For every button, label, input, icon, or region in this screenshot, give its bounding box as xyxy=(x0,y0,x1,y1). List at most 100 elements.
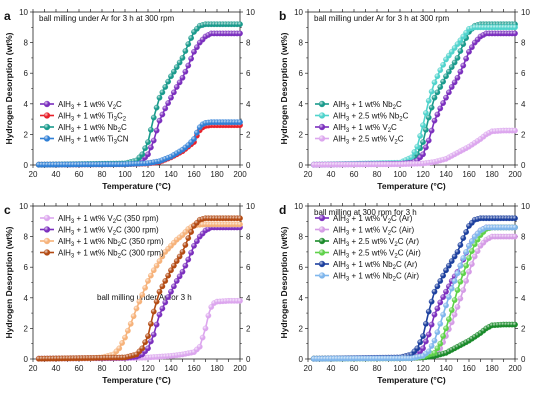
data-point xyxy=(512,127,518,134)
x-tick-label: 60 xyxy=(75,364,84,373)
y-tick-label: 2 xyxy=(299,324,304,333)
data-point xyxy=(142,145,148,152)
data-point xyxy=(159,253,166,260)
data-point xyxy=(179,268,186,275)
data-point xyxy=(434,329,441,336)
panel-annotation: ball milling under Ar for 3 h at 300 rpm xyxy=(314,14,450,23)
data-point xyxy=(194,44,200,51)
data-point xyxy=(168,94,174,101)
data-point xyxy=(440,311,446,318)
data-point xyxy=(434,283,441,290)
x-tick-label: 180 xyxy=(210,170,224,179)
data-point xyxy=(443,325,449,332)
data-point xyxy=(428,321,435,328)
data-point xyxy=(451,45,458,51)
panel-label: c xyxy=(4,203,11,217)
data-point xyxy=(182,242,189,248)
series-line xyxy=(313,23,515,166)
legend-marker xyxy=(43,112,51,119)
legend-entry: AlH3 + 1 wt% Nb2C (300 rpm) xyxy=(58,249,164,260)
x-tick-label: 100 xyxy=(393,364,407,373)
data-point xyxy=(434,111,441,118)
data-point xyxy=(176,59,183,66)
y-tick-label-right: 4 xyxy=(521,294,526,303)
data-point xyxy=(440,78,446,85)
x-tick-label: 60 xyxy=(75,170,84,179)
y-tick-label: 2 xyxy=(24,130,29,139)
data-point xyxy=(437,320,444,327)
data-point xyxy=(437,278,444,284)
data-point xyxy=(237,298,243,304)
data-point xyxy=(199,334,206,341)
data-point xyxy=(185,41,192,47)
data-point xyxy=(451,297,458,303)
data-point xyxy=(454,74,461,81)
legend-marker xyxy=(43,100,51,108)
data-point xyxy=(165,100,171,106)
x-tick-label: 80 xyxy=(373,364,382,373)
data-point xyxy=(448,285,455,292)
data-point xyxy=(188,229,194,235)
y-axis-label: Hydrogen Desorption (wt%) xyxy=(4,32,14,144)
data-point xyxy=(423,320,429,327)
series-line xyxy=(313,226,515,360)
data-point xyxy=(448,258,455,264)
y-tick-label-right: 2 xyxy=(246,130,251,139)
data-point xyxy=(176,273,183,280)
data-point xyxy=(469,44,475,51)
data-point xyxy=(142,339,148,346)
data-point xyxy=(434,345,441,352)
y-tick-label-right: 4 xyxy=(521,100,526,109)
data-point xyxy=(440,333,446,339)
data-point xyxy=(185,62,192,69)
data-point xyxy=(414,345,421,352)
legend-marker xyxy=(318,260,326,268)
x-axis-label: Temperature (°C) xyxy=(102,181,171,191)
series-line xyxy=(313,226,515,360)
legend-entry: AlH3 + 1 wt% V2C xyxy=(333,123,397,134)
data-point xyxy=(153,127,160,134)
data-point xyxy=(466,242,472,249)
y-tick-label-right: 10 xyxy=(246,8,255,17)
data-point xyxy=(425,348,432,355)
data-point xyxy=(176,253,183,260)
x-axis-label: Temperature (°C) xyxy=(102,375,171,385)
data-point xyxy=(182,68,189,75)
y-tick-label: 0 xyxy=(24,355,29,364)
x-tick-label: 60 xyxy=(350,170,359,179)
data-point xyxy=(173,258,180,264)
data-point xyxy=(420,333,426,339)
data-point xyxy=(469,261,475,267)
data-point xyxy=(179,249,186,255)
y-tick-label-right: 0 xyxy=(246,355,251,364)
y-tick-label-right: 2 xyxy=(521,130,526,139)
data-point xyxy=(446,52,452,59)
x-tick-label: 20 xyxy=(304,170,313,179)
data-point xyxy=(188,55,194,62)
legend-marker xyxy=(43,214,51,222)
data-point xyxy=(417,133,423,139)
data-point xyxy=(437,340,444,347)
data-point xyxy=(153,298,160,305)
y-tick-label-right: 2 xyxy=(521,324,526,333)
data-point xyxy=(437,67,444,73)
data-point xyxy=(159,89,166,96)
data-point xyxy=(454,287,461,293)
data-point xyxy=(171,262,177,269)
data-point xyxy=(411,149,418,155)
legend: AlH3 + 1 wt% V2C (Ar)AlH3 + 1 wt% V2C (A… xyxy=(315,214,421,283)
legend: AlH3 + 1 wt% V2C (350 rpm)AlH3 + 1 wt% V… xyxy=(40,214,164,260)
data-point xyxy=(431,94,438,101)
data-point xyxy=(460,41,467,47)
y-tick-label-right: 10 xyxy=(246,202,255,211)
data-point xyxy=(171,283,177,290)
data-point xyxy=(471,253,478,260)
y-tick-label-right: 0 xyxy=(246,161,251,170)
data-point xyxy=(208,304,215,310)
data-point xyxy=(116,345,123,352)
y-tick-label: 8 xyxy=(24,39,29,48)
data-point xyxy=(182,262,189,269)
data-point xyxy=(153,321,160,328)
legend-entry: AlH3 + 2.5 wt% V2C (Air) xyxy=(333,249,421,260)
